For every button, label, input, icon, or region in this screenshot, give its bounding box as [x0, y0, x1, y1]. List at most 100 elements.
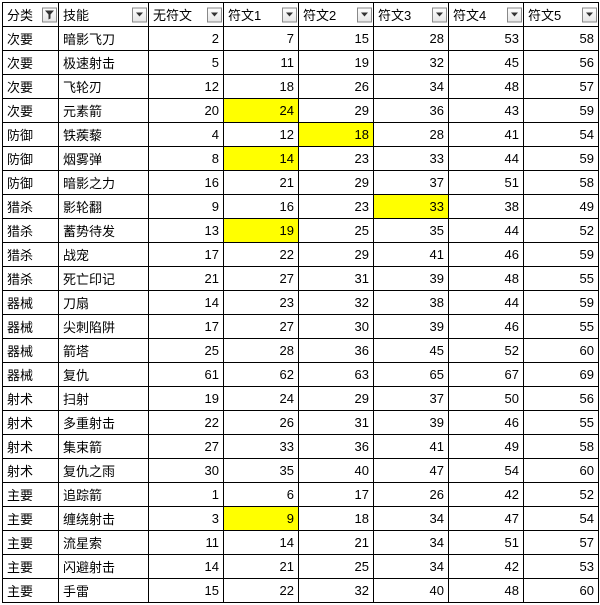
- cell-value[interactable]: 58: [524, 27, 599, 51]
- cell-value[interactable]: 12: [149, 75, 224, 99]
- cell-skill[interactable]: 复仇之雨: [59, 459, 149, 483]
- cell-cat[interactable]: 猎杀: [3, 267, 59, 291]
- cell-value[interactable]: 52: [524, 219, 599, 243]
- cell-value[interactable]: 7: [224, 27, 299, 51]
- cell-value[interactable]: 29: [299, 171, 374, 195]
- cell-value[interactable]: 52: [449, 339, 524, 363]
- cell-value[interactable]: 34: [374, 531, 449, 555]
- cell-value[interactable]: 58: [524, 435, 599, 459]
- cell-value[interactable]: 23: [299, 195, 374, 219]
- cell-value[interactable]: 2: [149, 27, 224, 51]
- cell-value[interactable]: 56: [524, 387, 599, 411]
- filter-dropdown-icon[interactable]: [432, 7, 447, 22]
- cell-value[interactable]: 28: [224, 339, 299, 363]
- cell-value[interactable]: 27: [224, 267, 299, 291]
- cell-cat[interactable]: 猎杀: [3, 195, 59, 219]
- cell-value[interactable]: 48: [449, 579, 524, 603]
- cell-cat[interactable]: 射术: [3, 435, 59, 459]
- cell-skill[interactable]: 流星索: [59, 531, 149, 555]
- cell-value[interactable]: 38: [374, 291, 449, 315]
- cell-value[interactable]: 15: [149, 579, 224, 603]
- cell-value[interactable]: 34: [374, 75, 449, 99]
- cell-value[interactable]: 33: [374, 147, 449, 171]
- cell-cat[interactable]: 主要: [3, 579, 59, 603]
- cell-value[interactable]: 42: [449, 483, 524, 507]
- cell-value[interactable]: 48: [449, 267, 524, 291]
- cell-cat[interactable]: 射术: [3, 411, 59, 435]
- cell-value[interactable]: 23: [299, 147, 374, 171]
- cell-value[interactable]: 4: [149, 123, 224, 147]
- cell-skill[interactable]: 飞轮刃: [59, 75, 149, 99]
- cell-value[interactable]: 46: [449, 315, 524, 339]
- cell-value[interactable]: 30: [299, 315, 374, 339]
- cell-value[interactable]: 24: [224, 99, 299, 123]
- cell-cat[interactable]: 猎杀: [3, 219, 59, 243]
- cell-skill[interactable]: 箭塔: [59, 339, 149, 363]
- cell-value[interactable]: 57: [524, 75, 599, 99]
- cell-value[interactable]: 53: [449, 27, 524, 51]
- cell-value[interactable]: 41: [374, 435, 449, 459]
- cell-value[interactable]: 55: [524, 315, 599, 339]
- cell-value[interactable]: 44: [449, 219, 524, 243]
- cell-value[interactable]: 23: [224, 291, 299, 315]
- cell-value[interactable]: 33: [224, 435, 299, 459]
- cell-value[interactable]: 32: [299, 579, 374, 603]
- cell-value[interactable]: 35: [374, 219, 449, 243]
- cell-cat[interactable]: 射术: [3, 459, 59, 483]
- cell-cat[interactable]: 主要: [3, 507, 59, 531]
- cell-value[interactable]: 21: [224, 555, 299, 579]
- cell-value[interactable]: 19: [299, 51, 374, 75]
- cell-value[interactable]: 21: [149, 267, 224, 291]
- cell-value[interactable]: 44: [449, 147, 524, 171]
- cell-value[interactable]: 60: [524, 579, 599, 603]
- cell-skill[interactable]: 暗影之力: [59, 171, 149, 195]
- cell-value[interactable]: 27: [149, 435, 224, 459]
- cell-cat[interactable]: 次要: [3, 75, 59, 99]
- cell-value[interactable]: 32: [374, 51, 449, 75]
- column-header-r2[interactable]: 符文2: [299, 3, 374, 27]
- cell-value[interactable]: 59: [524, 243, 599, 267]
- cell-value[interactable]: 29: [299, 99, 374, 123]
- filter-dropdown-icon[interactable]: [282, 7, 297, 22]
- filter-dropdown-icon[interactable]: [582, 7, 597, 22]
- cell-value[interactable]: 45: [374, 339, 449, 363]
- cell-value[interactable]: 22: [149, 411, 224, 435]
- cell-cat[interactable]: 防御: [3, 123, 59, 147]
- cell-cat[interactable]: 主要: [3, 555, 59, 579]
- cell-value[interactable]: 41: [449, 123, 524, 147]
- cell-value[interactable]: 27: [224, 315, 299, 339]
- cell-skill[interactable]: 蓄势待发: [59, 219, 149, 243]
- cell-value[interactable]: 6: [224, 483, 299, 507]
- cell-skill[interactable]: 铁蒺藜: [59, 123, 149, 147]
- column-header-r1[interactable]: 符文1: [224, 3, 299, 27]
- cell-value[interactable]: 24: [224, 387, 299, 411]
- cell-value[interactable]: 43: [449, 99, 524, 123]
- cell-value[interactable]: 19: [149, 387, 224, 411]
- cell-value[interactable]: 22: [224, 243, 299, 267]
- cell-value[interactable]: 56: [524, 51, 599, 75]
- cell-value[interactable]: 26: [374, 483, 449, 507]
- cell-value[interactable]: 41: [374, 243, 449, 267]
- cell-skill[interactable]: 手雷: [59, 579, 149, 603]
- cell-value[interactable]: 17: [299, 483, 374, 507]
- cell-value[interactable]: 29: [299, 387, 374, 411]
- filter-dropdown-icon[interactable]: [357, 7, 372, 22]
- filter-dropdown-icon[interactable]: [207, 7, 222, 22]
- filter-active-icon[interactable]: [42, 7, 57, 22]
- cell-value[interactable]: 26: [299, 75, 374, 99]
- cell-value[interactable]: 37: [374, 387, 449, 411]
- cell-value[interactable]: 36: [299, 435, 374, 459]
- cell-skill[interactable]: 极速射击: [59, 51, 149, 75]
- cell-value[interactable]: 61: [149, 363, 224, 387]
- cell-value[interactable]: 36: [374, 99, 449, 123]
- cell-value[interactable]: 34: [374, 555, 449, 579]
- cell-value[interactable]: 55: [524, 267, 599, 291]
- cell-value[interactable]: 40: [374, 579, 449, 603]
- cell-skill[interactable]: 缠绕射击: [59, 507, 149, 531]
- cell-value[interactable]: 28: [374, 27, 449, 51]
- column-header-r0[interactable]: 无符文: [149, 3, 224, 27]
- cell-value[interactable]: 1: [149, 483, 224, 507]
- cell-value[interactable]: 17: [149, 315, 224, 339]
- cell-value[interactable]: 30: [149, 459, 224, 483]
- column-header-cat[interactable]: 分类: [3, 3, 59, 27]
